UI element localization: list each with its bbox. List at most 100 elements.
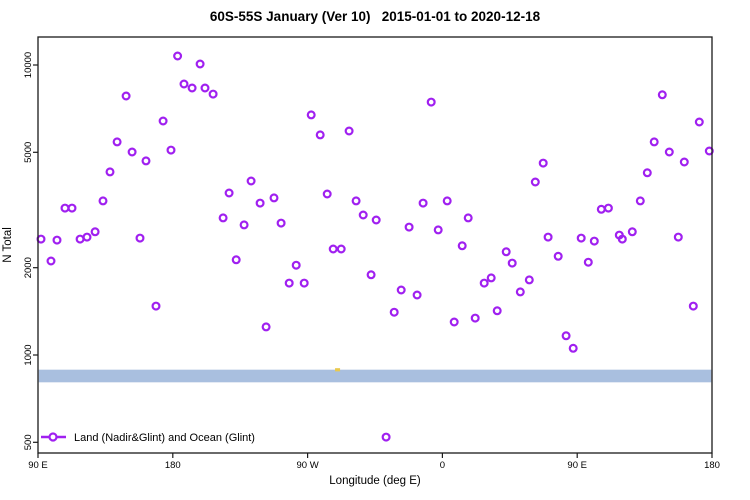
data-point [344,126,354,136]
data-point [195,59,205,69]
data-point [135,233,145,243]
legend-marker-icon [48,432,58,442]
data-point [617,234,627,244]
data-point [470,313,480,323]
data-point [501,247,511,257]
data-point [657,90,667,100]
threshold-band [38,369,712,383]
data-point [141,156,151,166]
data-point [224,188,234,198]
band-yellow-tick [335,368,341,372]
data-point [90,227,100,237]
data-point [649,137,659,147]
chart-title: 60S-55S January (Ver 10) 2015-01-01 to 2… [209,9,541,24]
data-point [381,432,391,442]
y-axis: 500 1000 2000 5000 10000 [23,52,38,450]
data-point [75,234,85,244]
plot-frame [37,36,713,454]
x-axis: 90 E 180 90 W 0 90 E 180 [28,453,720,471]
data-point [105,167,115,177]
x-tick-label: 90 W [297,460,319,471]
y-tick-label: 10000 [23,52,34,78]
data-point [642,168,652,178]
data-point [127,147,137,157]
data-point [358,210,368,220]
data-point [218,213,228,223]
data-point [306,110,316,120]
data-point [442,196,452,206]
data-point [583,257,593,267]
data-point [98,196,108,206]
x-tick-label: 90 E [567,460,587,471]
y-tick-label: 5000 [23,142,34,163]
data-point [269,193,279,203]
data-point [276,218,286,228]
data-point [371,215,381,225]
data-point [426,97,436,107]
data-point [291,260,301,270]
data-point [694,117,704,127]
data-point [231,255,241,265]
y-tick-label: 500 [23,434,34,450]
data-point [151,301,161,311]
data-point [239,220,249,230]
data-point [208,89,218,99]
data-point [322,189,332,199]
data-point [404,222,414,232]
data-point [449,317,459,327]
data-point [299,278,309,288]
data-point [52,235,62,245]
data-point [255,198,265,208]
data-point [627,227,637,237]
data-point [635,196,645,206]
data-point [664,147,674,157]
data-point [433,225,443,235]
y-axis-label: N Total [2,227,14,263]
data-point [67,203,77,213]
data-point [284,278,294,288]
data-point [179,79,189,89]
data-point [561,331,571,341]
data-point [389,307,399,317]
data-point [121,91,131,101]
data-point [396,285,406,295]
data-point [679,157,689,167]
x-axis-label: Longitude (deg E) [329,475,421,487]
data-point [704,146,714,156]
data-point [166,145,176,155]
data-point [261,322,271,332]
data-point [173,51,183,61]
data-point [412,290,422,300]
data-point [543,232,553,242]
data-point [688,301,698,311]
data-point [673,232,683,242]
data-point [463,213,473,223]
data-point [479,278,489,288]
y-tick-label: 1000 [23,344,34,365]
data-point [60,203,70,213]
data-point [515,287,525,297]
data-points-group [36,51,714,442]
x-tick-label: 180 [704,460,720,471]
data-point [315,130,325,140]
y-tick-label: 2000 [23,257,34,278]
data-point [553,251,563,261]
data-point [82,232,92,242]
data-point [576,233,586,243]
data-point [530,177,540,187]
data-point [366,270,376,280]
data-point [246,176,256,186]
data-point [187,83,197,93]
data-point [336,244,346,254]
data-point [158,116,168,126]
data-point [46,256,56,266]
legend-label: Land (Nadir&Glint) and Ocean (Glint) [74,432,255,444]
data-point [418,198,428,208]
threshold-band-group [38,368,712,383]
data-point [351,196,361,206]
data-point [603,203,613,213]
x-tick-label: 0 [440,460,445,471]
data-point [596,204,606,214]
